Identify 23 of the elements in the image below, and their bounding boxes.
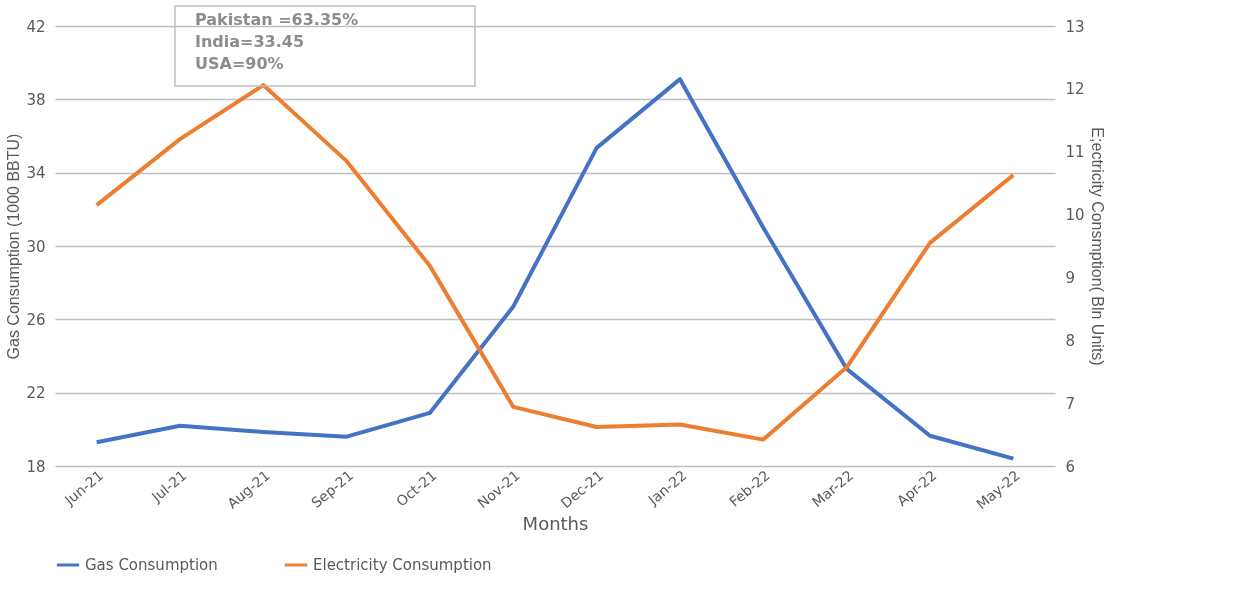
y2-tick-label: 10 bbox=[1065, 206, 1085, 225]
annotation: USA=90% bbox=[195, 54, 284, 73]
y2-tick-label: 11 bbox=[1065, 143, 1085, 162]
annotation: India=33.45 bbox=[195, 32, 305, 51]
legend-label: Electricity Consumption bbox=[313, 556, 492, 574]
legend-label: Gas Consumption bbox=[85, 556, 218, 574]
y2-tick-label: 7 bbox=[1065, 394, 1076, 413]
y2-tick-label: 6 bbox=[1065, 457, 1076, 476]
y-tick-label: 42 bbox=[26, 17, 46, 36]
y-axis-title: Gas Consumption (1000 BBTU) bbox=[5, 133, 23, 360]
y-tick-label: 38 bbox=[26, 90, 46, 109]
x-axis-title: Months bbox=[522, 513, 589, 535]
y-tick-label: 26 bbox=[26, 310, 46, 329]
y-tick-label: 30 bbox=[26, 237, 46, 256]
y2-axis-title: E;ectricity Consmption( Bln Units) bbox=[1088, 127, 1106, 366]
y-tick-label: 22 bbox=[26, 384, 46, 403]
y2-tick-label: 8 bbox=[1065, 331, 1076, 350]
y2-tick-label: 13 bbox=[1065, 17, 1085, 36]
y2-tick-label: 12 bbox=[1065, 80, 1085, 99]
y-tick-label: 18 bbox=[26, 457, 46, 476]
y-tick-label: 34 bbox=[26, 164, 46, 183]
y2-tick-label: 9 bbox=[1065, 268, 1076, 287]
annotation: Pakistan =63.35% bbox=[195, 10, 359, 29]
